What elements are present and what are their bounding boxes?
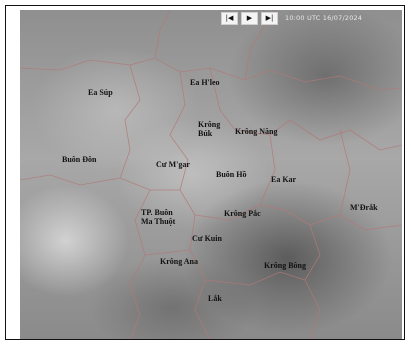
map-label-krong-bong: Krông Bông <box>264 261 307 270</box>
map-label-lak: Lắk <box>208 294 222 303</box>
boundary-line <box>304 224 321 339</box>
boundary-line <box>119 64 141 179</box>
map-label-krong-ana: Krông Ana <box>160 257 199 266</box>
district-boundaries <box>20 10 402 339</box>
map-label-tp-buon-ma-thuot: TP. Buôn Ma Thuột <box>141 208 176 226</box>
map-label-mdrak: M'Đrắk <box>350 203 378 212</box>
boundary-line <box>144 249 191 256</box>
map-label-ea-hleo: Ea H'leo <box>190 78 220 87</box>
boundary-line <box>204 271 306 286</box>
map-label-cu-mgar: Cư M'gar <box>156 160 190 169</box>
previous-frame-icon[interactable]: |◀ <box>221 11 238 25</box>
map-label-krong-buk: Krông Búk <box>198 120 221 138</box>
boundary-line <box>259 134 276 206</box>
map-label-ea-kar: Ea Kar <box>271 175 297 184</box>
map-label-cu-kuin: Cư Kuin <box>192 234 222 243</box>
animation-toolbar: |◀ ▶ ▶| 10:00 UTC 16/07/2024 <box>221 11 404 25</box>
map-label-krong-pac: Krông Pắc <box>224 209 261 218</box>
weather-map[interactable]: Ea Súp Ea H'leo Krông Búk Krông Năng Buô… <box>20 10 402 339</box>
boundary-line <box>339 129 351 216</box>
play-icon[interactable]: ▶ <box>241 11 258 25</box>
map-label-buon-don: Buôn Đôn <box>62 155 97 164</box>
map-timestamp: 10:00 UTC 16/07/2024 <box>285 14 363 22</box>
map-label-ea-sup: Ea Súp <box>88 88 113 97</box>
boundary-line <box>209 67 402 151</box>
boundary-line <box>129 189 151 339</box>
map-frame: Ea Súp Ea H'leo Krông Búk Krông Năng Buô… <box>5 5 405 340</box>
boundary-line <box>154 10 171 59</box>
boundary-line <box>20 174 180 191</box>
map-label-krong-nang: Krông Năng <box>235 127 278 136</box>
boundary-line <box>194 204 402 231</box>
boundary-line <box>169 71 210 339</box>
next-frame-icon[interactable]: ▶| <box>261 11 278 25</box>
map-label-buon-ho: Buôn Hồ <box>216 170 247 179</box>
